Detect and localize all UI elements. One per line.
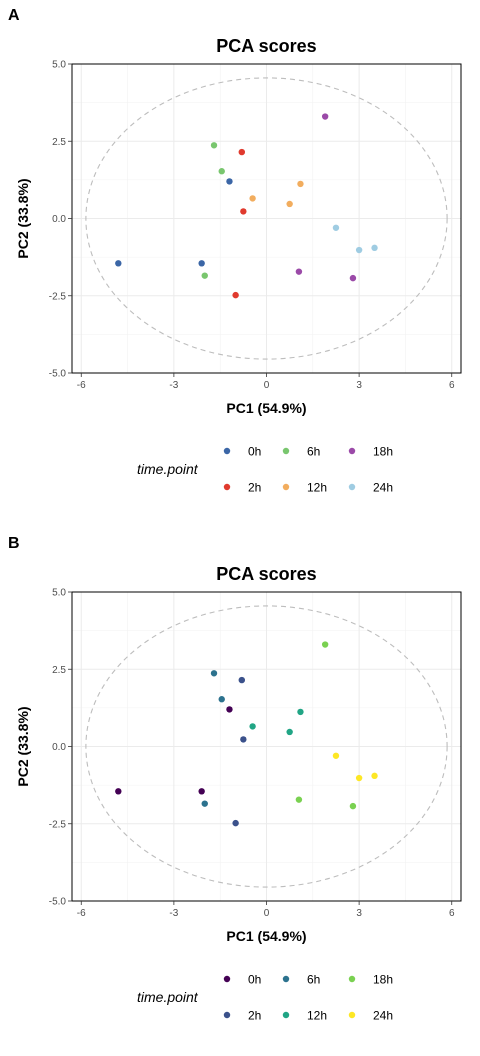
- legend-key-6h: [282, 975, 290, 983]
- legend-label-12h: 12h: [307, 1009, 327, 1023]
- data-point-0h: [115, 788, 122, 795]
- data-point-24h: [371, 244, 378, 252]
- data-point-2h: [232, 291, 239, 299]
- legend-key-24h: [348, 483, 356, 491]
- legend-label-24h: 24h: [373, 1009, 393, 1023]
- y-tick-label: -5.0: [49, 897, 67, 908]
- legend-label-18h: 18h: [373, 445, 393, 459]
- legend-key-2h: [223, 1011, 231, 1019]
- data-point-24h: [332, 224, 340, 231]
- legend-label-2h: 2h: [248, 481, 261, 495]
- chart-panel-a: A PCA scores -6 -3 0 3 6 5.0 2.5 0.0 -2.5 -5.0 PC1 (…: [8, 7, 462, 495]
- y-tick-label: 2.5: [52, 665, 66, 676]
- legend-key-0h: [223, 975, 231, 983]
- data-point-24h: [355, 246, 363, 254]
- data-point-18h: [321, 113, 329, 120]
- y-axis-title: PC2 (33.8%): [15, 178, 31, 258]
- x-tick-label: 3: [356, 908, 362, 919]
- data-point-12h: [249, 723, 256, 730]
- legend-label-12h: 12h: [307, 481, 327, 495]
- legend-key-18h: [348, 447, 356, 455]
- data-point-0h: [226, 706, 233, 713]
- legend-label-0h: 0h: [248, 445, 261, 459]
- panel-label: B: [8, 535, 20, 552]
- data-point-0h: [198, 788, 205, 795]
- legend-title: time.point: [137, 461, 199, 477]
- data-point-12h: [249, 195, 256, 202]
- data-point-24h: [355, 774, 363, 782]
- legend-label-24h: 24h: [373, 481, 393, 495]
- legend-key-12h: [282, 1011, 290, 1019]
- data-point-2h: [240, 736, 247, 743]
- legend-label-6h: 6h: [307, 445, 320, 459]
- data-point-6h: [201, 800, 208, 807]
- data-point-0h: [115, 260, 122, 267]
- x-tick-label: 3: [356, 380, 362, 391]
- y-tick-label: 0.0: [52, 214, 66, 225]
- y-axis-title: PC2 (33.8%): [15, 706, 31, 786]
- x-tick-label: -6: [77, 380, 86, 391]
- data-point-18h: [295, 268, 303, 275]
- y-tick-label: 2.5: [52, 137, 66, 148]
- x-tick-label: -3: [169, 380, 178, 391]
- data-point-6h: [218, 168, 225, 175]
- data-point-2h: [238, 676, 246, 684]
- data-point-12h: [286, 728, 293, 736]
- x-tick-label: -6: [77, 908, 86, 919]
- data-point-6h: [210, 142, 218, 149]
- data-point-18h: [321, 641, 329, 648]
- data-point-2h: [232, 819, 239, 827]
- x-tick-label: -3: [169, 908, 178, 919]
- data-point-0h: [226, 178, 233, 185]
- data-point-24h: [371, 772, 378, 780]
- legend-label-6h: 6h: [307, 973, 320, 987]
- confidence-ellipse: [85, 77, 448, 360]
- data-point-0h: [198, 260, 205, 267]
- legend-label-0h: 0h: [248, 973, 261, 987]
- data-point-12h: [286, 200, 293, 208]
- data-point-6h: [218, 696, 225, 703]
- x-tick-label: 0: [264, 380, 270, 391]
- legend-key-24h: [348, 1011, 356, 1019]
- legend-label-2h: 2h: [248, 1009, 261, 1023]
- legend-title: time.point: [137, 989, 199, 1005]
- data-point-18h: [349, 802, 357, 810]
- x-tick-label: 6: [449, 380, 455, 391]
- panel-label: A: [8, 7, 20, 24]
- legend-key-0h: [223, 447, 231, 455]
- y-tick-label: 0.0: [52, 742, 66, 753]
- x-axis-title: PC1 (54.9%): [226, 400, 306, 416]
- legend-label-18h: 18h: [373, 973, 393, 987]
- y-tick-label: -2.5: [49, 819, 67, 830]
- confidence-ellipse: [85, 605, 448, 888]
- data-point-12h: [297, 180, 304, 188]
- y-tick-label: 5.0: [52, 588, 66, 599]
- y-tick-label: -5.0: [49, 369, 67, 380]
- data-point-6h: [210, 670, 218, 677]
- data-point-18h: [295, 796, 303, 803]
- x-axis-title: PC1 (54.9%): [226, 928, 306, 944]
- data-point-2h: [238, 148, 246, 156]
- legend-key-12h: [282, 483, 290, 491]
- data-point-6h: [201, 272, 208, 279]
- x-tick-label: 6: [449, 908, 455, 919]
- data-point-2h: [240, 208, 247, 215]
- x-tick-label: 0: [264, 908, 270, 919]
- legend-key-18h: [348, 975, 356, 983]
- data-point-18h: [349, 274, 357, 282]
- data-point-24h: [332, 752, 340, 759]
- legend-key-6h: [282, 447, 290, 455]
- chart-panel-b: B PCA scores -6 -3 0 3 6 5.0 2.5 0.0 -2.5 -5.0 PC1 (…: [8, 535, 462, 1023]
- chart-title: PCA scores: [216, 564, 316, 584]
- chart-title: PCA scores: [216, 36, 316, 56]
- legend-key-2h: [223, 483, 231, 491]
- y-tick-label: -2.5: [49, 291, 67, 302]
- y-tick-label: 5.0: [52, 60, 66, 71]
- data-point-12h: [297, 708, 304, 716]
